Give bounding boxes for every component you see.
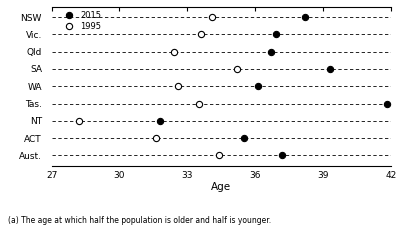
Legend: 2015, 1995: 2015, 1995 — [59, 9, 103, 32]
X-axis label: Age: Age — [211, 182, 231, 192]
Text: (a) The age at which half the population is older and half is younger.: (a) The age at which half the population… — [8, 216, 271, 225]
